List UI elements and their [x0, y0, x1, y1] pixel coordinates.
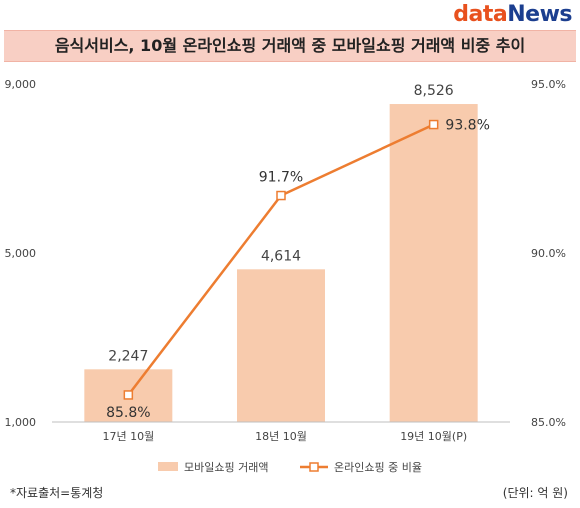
source-note: *자료출처=통계청 [10, 486, 104, 500]
category-label: 17년 10월 [102, 430, 154, 443]
bar-value-label: 8,526 [414, 83, 454, 99]
bar-value-label: 2,247 [108, 348, 148, 364]
brand-logo: dataNews [453, 2, 572, 28]
legend-swatch-marker [309, 462, 319, 472]
ratio-value-label: 91.7% [259, 170, 303, 186]
legend-label-line: 온라인쇼핑 중 비율 [334, 461, 422, 474]
brand-logo-part1: data [453, 2, 508, 27]
right-axis-tick-label: 90.0% [531, 247, 566, 260]
title-bar: 음식서비스, 10월 온라인쇼핑 거래액 중 모바일쇼핑 거래액 비중 추이 [4, 30, 576, 62]
ratio-marker-2 [276, 190, 286, 201]
right-axis-tick-label: 85.0% [531, 416, 566, 429]
unit-note: (단위: 억 원) [502, 486, 568, 500]
chart-title: 음식서비스, 10월 온라인쇼핑 거래액 중 모바일쇼핑 거래액 비중 추이 [54, 36, 526, 55]
category-label: 19년 10월(P) [400, 430, 467, 443]
left-axis-tick-label: 9,000 [5, 78, 37, 91]
bar-2 [237, 269, 325, 422]
bar-3 [389, 104, 478, 423]
ratio-marker-1 [123, 390, 134, 400]
legend-swatch-bar [158, 462, 178, 471]
left-axis-tick-label: 5,000 [5, 247, 37, 260]
ratio-marker-3 [428, 119, 439, 130]
category-label: 18년 10월 [255, 430, 307, 443]
bar-value-label: 4,614 [261, 248, 301, 264]
chart: 1,000 5,000 9,000 85.0% 90.0% 95.0% 2,247 4,614… [5, 78, 567, 474]
ratio-value-label: 93.8% [445, 118, 489, 134]
ratio-value-label: 85.8% [106, 405, 150, 421]
brand-logo-part2: News [507, 2, 572, 27]
left-axis-tick-label: 1,000 [5, 416, 37, 429]
legend-label-bar: 모바일쇼핑 거래액 [184, 460, 268, 474]
right-axis-tick-label: 95.0% [531, 78, 566, 91]
